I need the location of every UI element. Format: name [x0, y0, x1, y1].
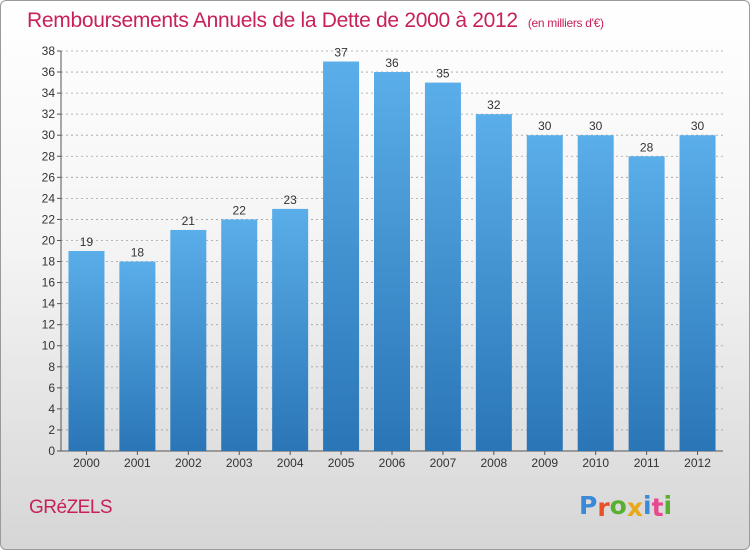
data-label: 35 [436, 67, 450, 81]
x-tick-label: 2001 [124, 456, 151, 470]
y-tick-label: 24 [42, 191, 56, 205]
y-tick-label: 6 [48, 381, 55, 395]
y-tick-label: 8 [48, 360, 55, 374]
labels: 0246810121416182022242628303234363819200… [42, 44, 712, 470]
x-tick-label: 2005 [328, 456, 355, 470]
x-tick-label: 2004 [277, 456, 304, 470]
chart-title-text: Remboursements Annuels de la Dette de 20… [27, 9, 518, 32]
bar-2008 [475, 114, 512, 451]
bar-2009 [526, 135, 563, 452]
x-tick-label: 2000 [73, 456, 100, 470]
data-label: 30 [538, 119, 552, 133]
logo-letter: x [626, 493, 643, 522]
x-tick-label: 2010 [582, 456, 609, 470]
proxiti-logo: Proxiti [579, 491, 673, 522]
x-tick-label: 2011 [634, 456, 660, 470]
commune-name: GRéZELS [29, 497, 113, 518]
x-tick-label: 2003 [226, 456, 253, 470]
bar-2012 [679, 135, 716, 452]
y-tick-label: 14 [42, 297, 56, 311]
data-label: 37 [334, 46, 348, 60]
x-tick-label: 2012 [684, 456, 711, 470]
data-label: 28 [640, 140, 654, 154]
bar-2002 [170, 229, 207, 451]
data-label: 22 [233, 203, 247, 217]
x-tick-label: 2007 [430, 456, 457, 470]
y-tick-label: 38 [42, 44, 56, 58]
data-label: 32 [487, 98, 501, 112]
x-tick-label: 2009 [531, 456, 558, 470]
data-label: 36 [385, 56, 399, 70]
y-tick-label: 10 [42, 339, 56, 353]
data-label: 19 [80, 235, 94, 249]
bar-2000 [68, 251, 105, 451]
y-tick-label: 28 [42, 149, 56, 163]
y-tick-label: 36 [42, 65, 56, 79]
bar-2005 [323, 61, 360, 452]
bar-2001 [119, 261, 156, 451]
y-tick-label: 4 [48, 402, 55, 416]
logo-letter: o [609, 491, 627, 520]
bars [68, 61, 716, 452]
y-tick-label: 2 [48, 423, 55, 437]
y-tick-label: 18 [42, 255, 56, 269]
y-tick-label: 0 [48, 444, 55, 458]
y-tick-label: 20 [42, 233, 56, 247]
data-label: 23 [283, 193, 297, 207]
y-tick-label: 12 [42, 318, 56, 332]
data-label: 30 [691, 119, 705, 133]
y-tick-label: 34 [42, 86, 56, 100]
bar-2007 [424, 82, 461, 451]
y-tick-label: 32 [42, 107, 56, 121]
data-label: 30 [589, 119, 603, 133]
logo-letter: t [651, 493, 664, 522]
y-tick-label: 26 [42, 170, 56, 184]
logo-letter: P [579, 491, 598, 520]
chart-unit: (en milliers d'€) [527, 16, 604, 30]
bar-2003 [221, 219, 258, 451]
bar-2010 [577, 135, 614, 452]
logo-letter: i [643, 491, 652, 520]
chart-title: Remboursements Annuels de la Dette de 20… [27, 9, 604, 33]
y-tick-label: 16 [42, 276, 56, 290]
bar-2006 [374, 72, 410, 451]
x-tick-label: 2006 [379, 456, 406, 470]
x-tick-label: 2002 [175, 456, 202, 470]
data-label: 21 [182, 214, 196, 228]
data-label: 18 [131, 246, 145, 260]
logo-letter: i [663, 491, 673, 520]
x-tick-label: 2008 [480, 456, 507, 470]
bar-2004 [272, 208, 309, 451]
y-tick-label: 22 [42, 212, 56, 226]
logo-letter: r [597, 493, 610, 522]
y-tick-label: 30 [42, 128, 56, 142]
bar-2011 [628, 156, 665, 451]
